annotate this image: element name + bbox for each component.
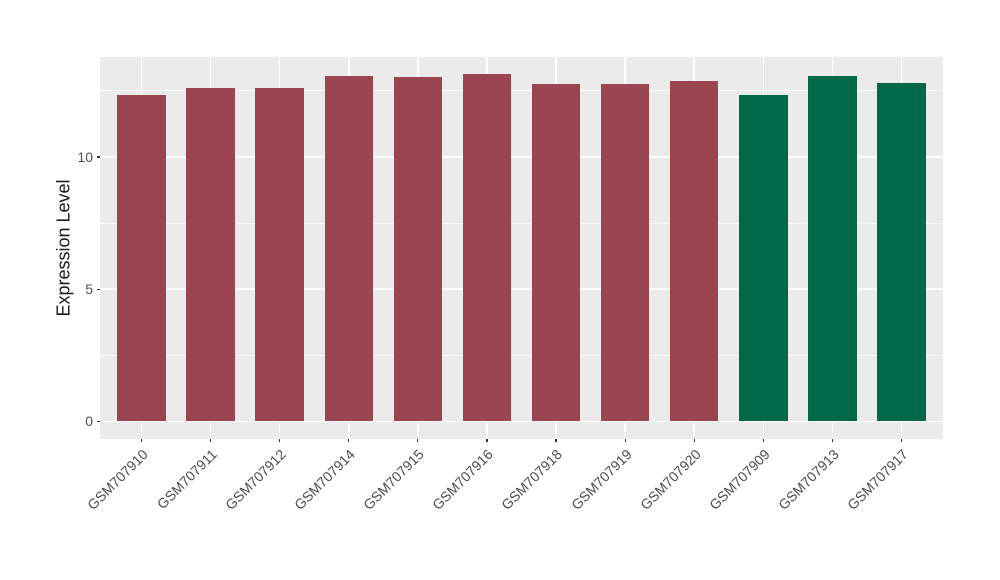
x-tick-label-GSM707916: GSM707916 [429, 446, 497, 513]
y-tick-label-10: 10 [77, 148, 93, 165]
x-tick-GSM707920 [693, 439, 695, 442]
x-tick-label-GSM707913: GSM707913 [774, 446, 842, 513]
plot-panel [100, 57, 943, 439]
x-tick-label-GSM707909: GSM707909 [705, 446, 773, 513]
bar-GSM707910 [117, 94, 166, 422]
x-tick-GSM707916 [486, 439, 488, 442]
x-tick-GSM707912 [279, 439, 281, 442]
bar-GSM707918 [531, 83, 581, 422]
x-tick-label-GSM707917: GSM707917 [843, 446, 911, 513]
x-tick-GSM707914 [348, 439, 350, 442]
gridline-major-y10 [100, 156, 943, 158]
x-tick-label-GSM707919: GSM707919 [567, 446, 635, 513]
x-tick-label-GSM707914: GSM707914 [291, 446, 359, 513]
bar-GSM707916 [462, 74, 512, 422]
y-tick-0 [96, 420, 100, 422]
x-tick-GSM707918 [555, 439, 557, 442]
y-tick-5 [96, 288, 100, 290]
bar-GSM707912 [255, 88, 304, 422]
bar-GSM707920 [670, 80, 719, 422]
gridline-major-y5 [100, 288, 943, 290]
gridline-minor-y2.5 [100, 354, 943, 356]
y-tick-label-0: 0 [85, 413, 93, 430]
x-tick-label-GSM707915: GSM707915 [360, 446, 428, 513]
x-tick-GSM707917 [900, 439, 903, 442]
bar-GSM707914 [324, 75, 373, 422]
x-tick-label-GSM707912: GSM707912 [222, 446, 289, 513]
bar-GSM707915 [393, 77, 443, 422]
x-tick-GSM707910 [140, 439, 143, 442]
x-tick-GSM707913 [831, 439, 834, 442]
bar-GSM707913 [808, 76, 857, 422]
y-tick-label-5: 5 [85, 281, 93, 298]
gridline-major-y0 [100, 420, 943, 423]
bar-GSM707917 [877, 82, 926, 422]
bar-GSM707909 [739, 94, 788, 422]
x-tick-label-GSM707910: GSM707910 [83, 446, 151, 513]
y-axis-title: Expression Level [53, 179, 74, 317]
y-tick-10 [96, 156, 100, 158]
bar-GSM707911 [186, 87, 235, 422]
x-tick-GSM707919 [624, 439, 626, 442]
x-tick-GSM707909 [762, 439, 764, 442]
x-tick-GSM707911 [209, 439, 212, 442]
x-tick-label-GSM707918: GSM707918 [498, 446, 566, 513]
x-tick-GSM707915 [417, 439, 419, 442]
bar-GSM707919 [600, 84, 650, 422]
x-tick-label-GSM707920: GSM707920 [636, 446, 704, 513]
gridline-minor-y7.5 [100, 222, 943, 224]
x-tick-label-GSM707911: GSM707911 [153, 446, 220, 513]
gridline-minor-y12.5 [100, 90, 943, 92]
